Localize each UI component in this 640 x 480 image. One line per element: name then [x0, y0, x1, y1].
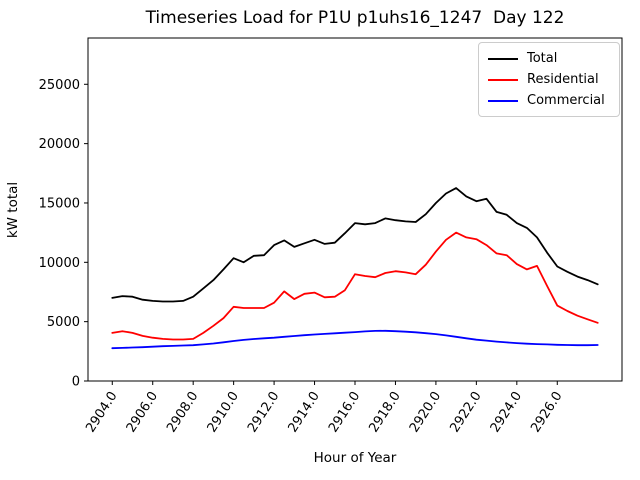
- x-tick-label: 2924.0: [488, 389, 525, 435]
- series-line-commercial: [111, 329, 599, 350]
- x-tick-label: 2912.0: [245, 389, 282, 435]
- legend-item-commercial: Commercial: [488, 90, 611, 111]
- x-tick-label: 2914.0: [286, 389, 323, 435]
- series-line-total: [111, 187, 599, 303]
- x-tick-label: 2904.0: [83, 389, 120, 435]
- legend-line-sample: [488, 99, 518, 102]
- legend-label: Total: [527, 51, 558, 66]
- y-tick-label: 0: [72, 375, 80, 390]
- x-tick-label: 2910.0: [205, 389, 242, 435]
- y-tick-label: 10000: [39, 256, 80, 271]
- legend-label: Residential: [527, 72, 599, 87]
- legend: Total Residential Commercial: [478, 42, 620, 117]
- legend-line-sample: [488, 78, 518, 81]
- legend-label: Commercial: [527, 93, 605, 108]
- axes-frame: [87, 37, 623, 382]
- x-tick-label: 2918.0: [366, 389, 403, 435]
- x-tick-label: 2908.0: [164, 389, 201, 435]
- x-tick-label: 2916.0: [326, 389, 363, 435]
- x-tick-label: 2926.0: [528, 389, 565, 435]
- series-line-residential: [111, 231, 599, 341]
- legend-item-total: Total: [488, 48, 611, 69]
- x-tick-label: 2920.0: [407, 389, 444, 435]
- y-tick-label: 5000: [47, 315, 80, 330]
- x-tick-label: 2922.0: [447, 389, 484, 435]
- x-axis-label: Hour of Year: [314, 450, 397, 466]
- y-tick-label: 15000: [39, 196, 80, 211]
- chart-title: Timeseries Load for P1U p1uhs16_1247 Day…: [145, 8, 565, 28]
- legend-item-residential: Residential: [488, 69, 611, 90]
- legend-line-sample: [488, 57, 518, 60]
- x-tick-label: 2906.0: [124, 389, 161, 435]
- y-axis-label: kW total: [5, 182, 21, 238]
- y-tick-label: 25000: [39, 78, 80, 93]
- y-tick-label: 20000: [39, 137, 80, 152]
